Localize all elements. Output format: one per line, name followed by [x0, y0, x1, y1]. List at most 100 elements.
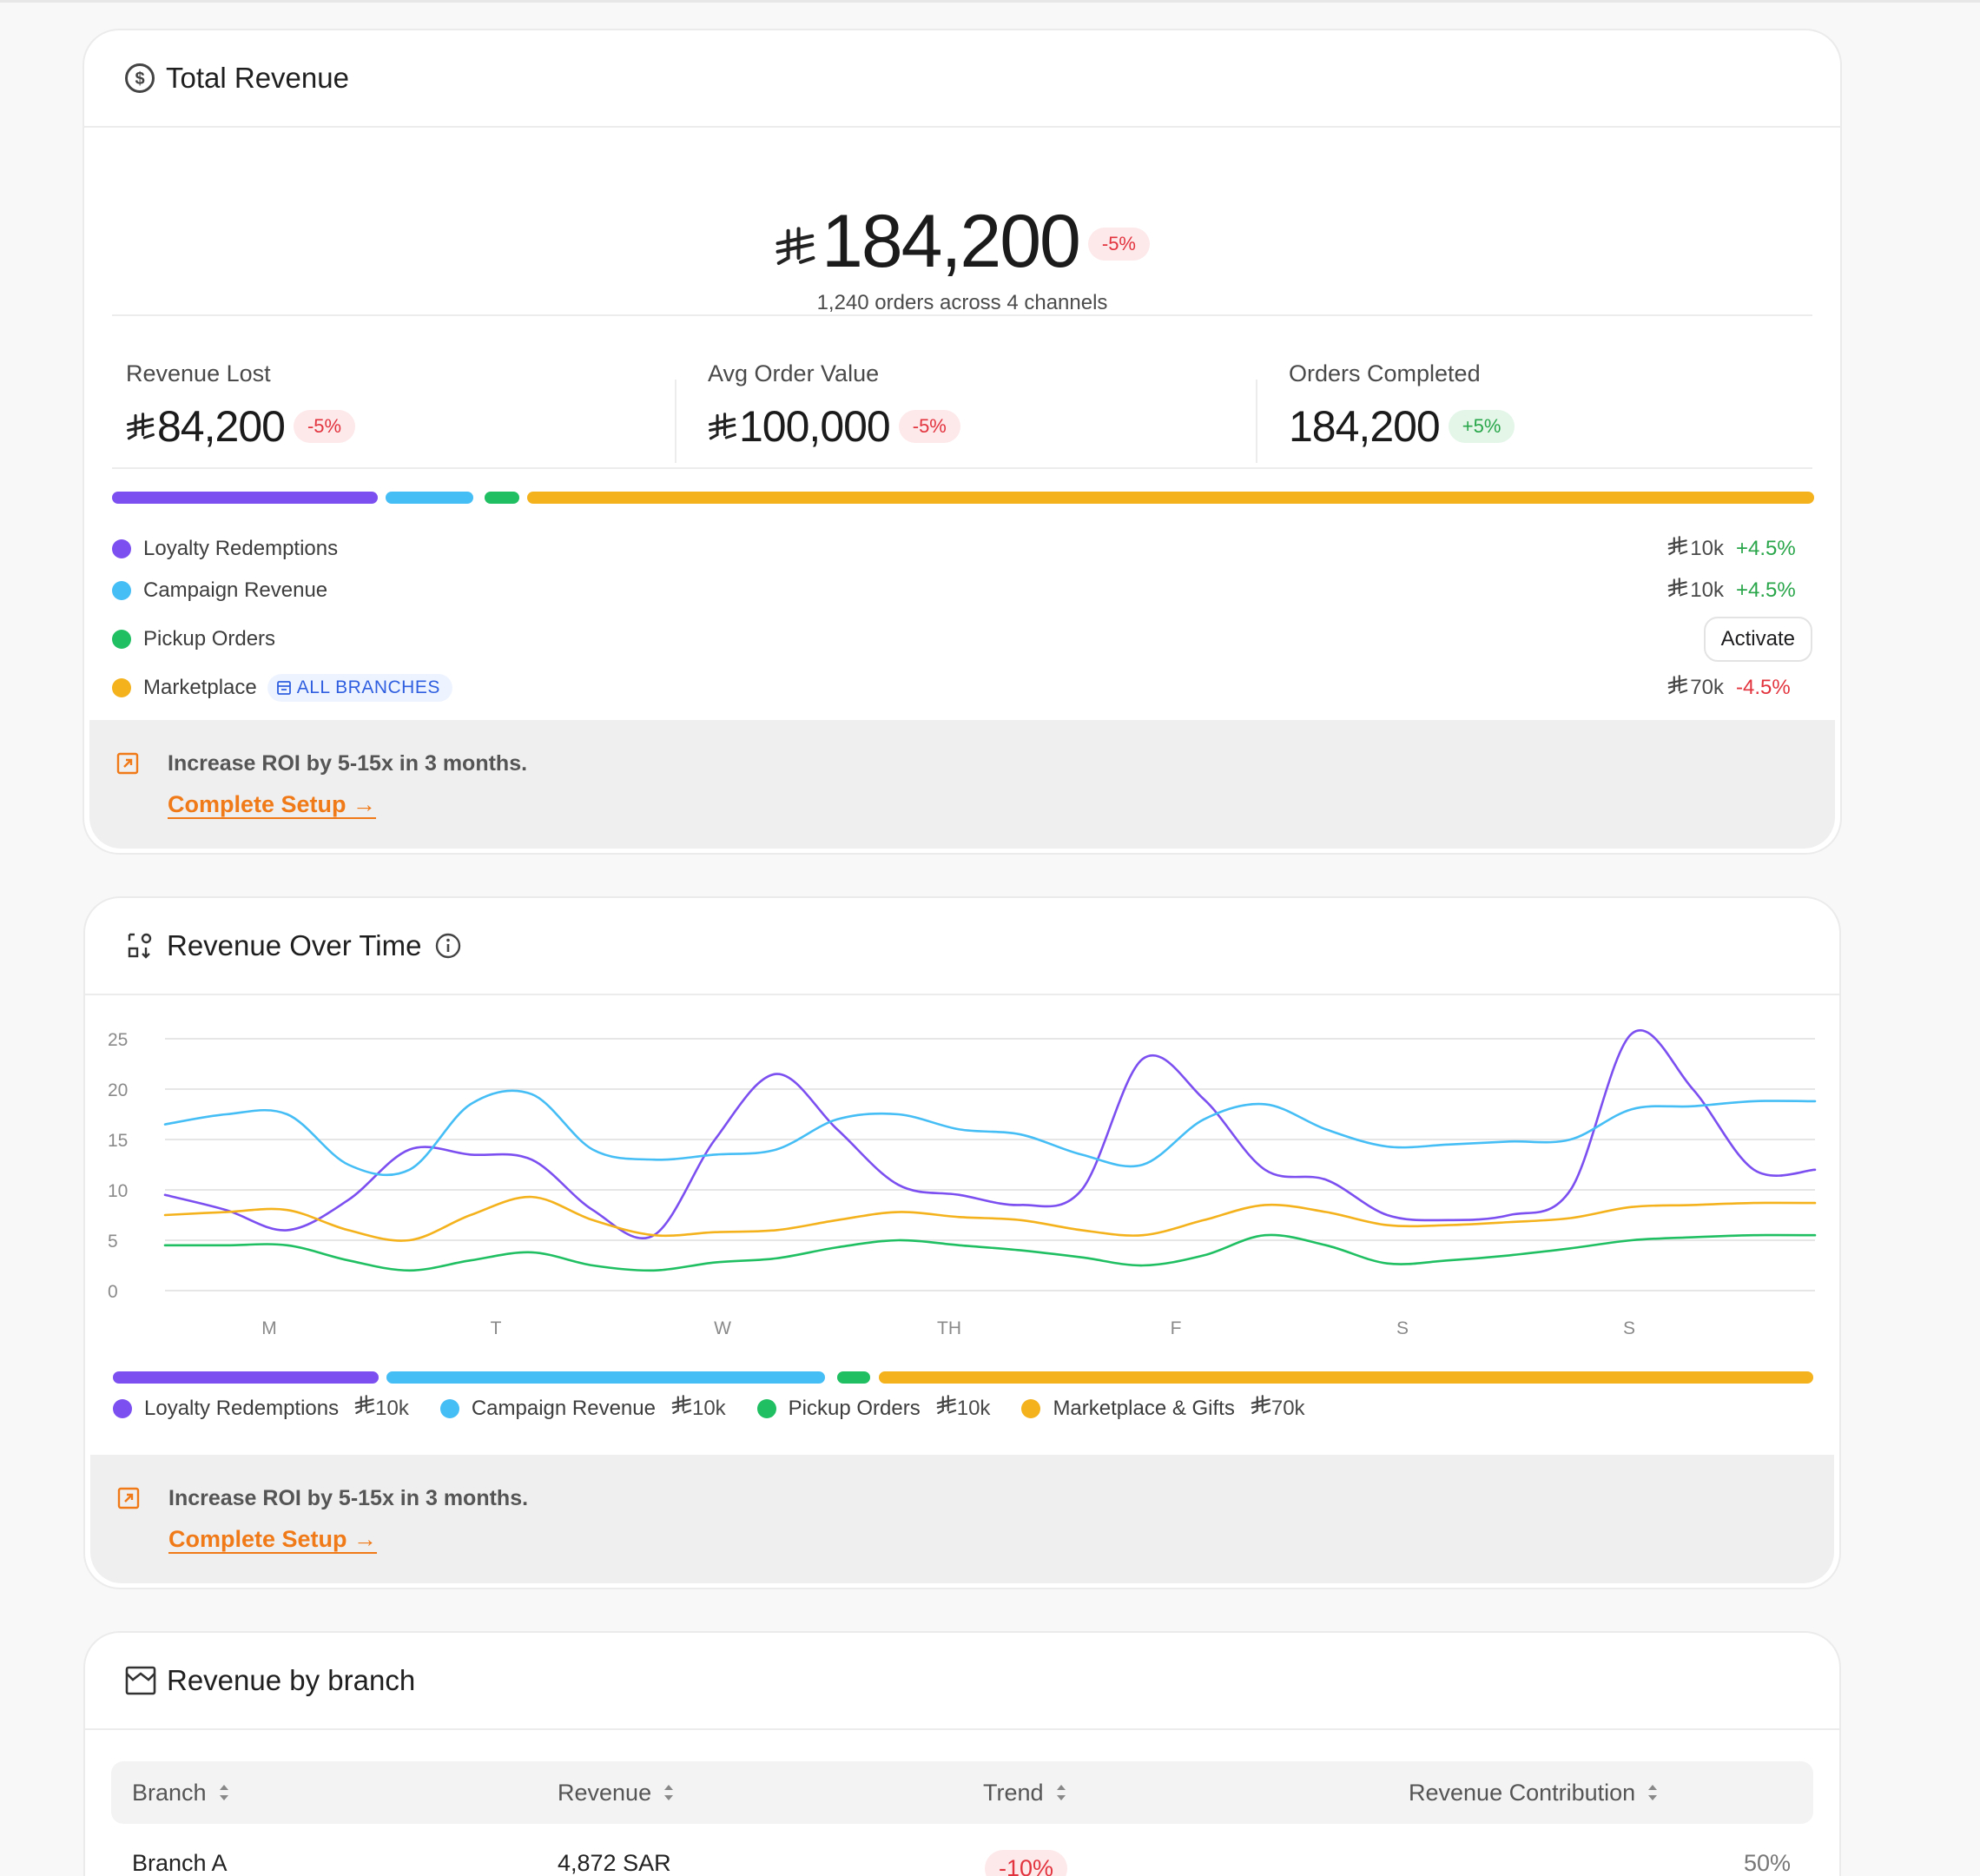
saudi-riyal-icon	[1667, 535, 1688, 563]
metric-change-badge: +5%	[1448, 410, 1515, 443]
metric-revenue-lost: Revenue Lost 84,200 -5%	[126, 360, 356, 451]
revenue-over-time-card: Revenue Over Time 0 5 10 15 20 25 M T W TH F S S Loy…	[83, 896, 1841, 1589]
revenue-line-chart: 0 5 10 15 20 25 M T W TH F S S	[108, 1029, 1817, 1338]
metric-label: Avg Order Value	[708, 360, 880, 386]
channel-amount: 10k	[1690, 537, 1724, 560]
table-row-branch: Branch A	[132, 1850, 228, 1876]
metric-separator	[675, 380, 676, 463]
legend-item-pickup: Pickup Orders 10k	[756, 1395, 990, 1422]
sort-icon	[1646, 1781, 1660, 1804]
channel-change: +4.5%	[1736, 537, 1796, 560]
channel-bar-marketplace	[879, 1371, 1813, 1384]
channel-name: Marketplace	[143, 676, 257, 699]
complete-setup-link[interactable]: Complete Setup →	[168, 791, 377, 817]
channel-amount: 70k	[1690, 676, 1724, 699]
column-label: Trend	[983, 1779, 1044, 1806]
y-tick-label: 0	[108, 1282, 118, 1302]
saudi-riyal-icon	[1667, 674, 1688, 702]
saudi-riyal-icon	[1251, 1395, 1271, 1422]
top-border	[0, 0, 1980, 3]
total-revenue-header: $ Total Revenue	[84, 30, 1840, 128]
legend-dot	[1021, 1398, 1041, 1418]
metric-orders-completed: Orders Completed 184,200 +5%	[1289, 360, 1515, 448]
metric-avg-order-value: Avg Order Value 100,000 -5%	[708, 360, 960, 448]
revenue-by-branch-title: Revenue by branch	[167, 1664, 416, 1696]
chart-legend: Loyalty Redemptions 10k Campaign Revenue…	[113, 1395, 1336, 1422]
metric-label: Revenue Lost	[126, 360, 271, 386]
legend-dot	[756, 1398, 776, 1418]
arrows-swap-icon	[123, 928, 158, 963]
series-line-campaign-revenue	[163, 1089, 1817, 1177]
store-icon	[123, 1663, 158, 1698]
channel-change: +4.5%	[1736, 578, 1796, 602]
metric-value: 84,200	[157, 402, 286, 451]
table-header: Branch Revenue Trend Revenue Contributio…	[111, 1761, 1813, 1824]
external-link-icon	[116, 1486, 141, 1510]
promo-banner: Increase ROI by 5-15x in 3 months. Compl…	[89, 720, 1835, 849]
legend-value: 10k	[375, 1396, 409, 1420]
y-tick-label: 20	[108, 1080, 128, 1100]
channel-name: Pickup Orders	[143, 627, 276, 651]
series-line-marketplace-gifts	[163, 1195, 1817, 1242]
column-header-revenue[interactable]: Revenue	[558, 1761, 676, 1824]
y-tick-label: 15	[108, 1131, 128, 1151]
column-header-branch[interactable]: Branch	[132, 1761, 231, 1824]
channel-name: Loyalty Redemptions	[143, 537, 339, 560]
promo-text: Increase ROI by 5-15x in 3 months.	[168, 1486, 529, 1510]
table-row-revenue: 4,872 SAR	[558, 1850, 671, 1876]
saudi-riyal-icon	[126, 412, 155, 446]
all-branches-tag[interactable]: ALL BRANCHES	[267, 674, 452, 702]
channel-bar-campaign	[386, 492, 473, 504]
legend-item-loyalty: Loyalty Redemptions 10k	[113, 1395, 409, 1422]
column-label: Revenue	[558, 1779, 652, 1806]
revenue-by-branch-header: Revenue by branch	[85, 1633, 1839, 1730]
column-label: Branch	[132, 1779, 207, 1806]
complete-setup-link[interactable]: Complete Setup →	[168, 1526, 378, 1552]
activate-button[interactable]: Activate	[1703, 617, 1812, 662]
column-label: Revenue Contribution	[1409, 1779, 1636, 1806]
info-icon[interactable]	[433, 931, 463, 961]
legend-label: Campaign Revenue	[471, 1396, 656, 1420]
x-tick-label: S	[1396, 1318, 1409, 1338]
saudi-riyal-icon	[1667, 577, 1688, 604]
channel-amount: 10k	[1690, 578, 1724, 602]
divider	[112, 314, 1812, 316]
column-header-contribution[interactable]: Revenue Contribution	[1409, 1761, 1660, 1824]
metric-value: 100,000	[739, 402, 891, 451]
channel-row-pickup: Pickup Orders Activate	[112, 617, 1812, 662]
legend-dot	[112, 678, 131, 697]
legend-item-marketplace: Marketplace & Gifts 70k	[1021, 1395, 1305, 1422]
branch-tag-label: ALL BRANCHES	[296, 677, 440, 697]
legend-dot	[112, 581, 131, 600]
x-tick-label: W	[714, 1318, 731, 1338]
sort-icon	[662, 1781, 676, 1804]
total-revenue-card: $ Total Revenue 184,200 -5% 1,240 orders…	[82, 29, 1842, 855]
series-line-pickup-orders	[163, 1233, 1817, 1272]
legend-dot	[113, 1398, 132, 1418]
series-line-loyalty-redemptions	[163, 1029, 1817, 1240]
legend-label: Pickup Orders	[788, 1396, 921, 1420]
sort-icon	[217, 1781, 231, 1804]
total-revenue-subtitle: 1,240 orders across 4 channels	[816, 291, 1108, 314]
saudi-riyal-icon	[775, 226, 816, 273]
column-header-trend[interactable]: Trend	[983, 1761, 1068, 1824]
y-tick-label: 10	[108, 1181, 128, 1201]
metric-value: 184,200	[1289, 402, 1441, 451]
revenue-over-time-title: Revenue Over Time	[167, 929, 422, 961]
divider	[112, 467, 1812, 469]
channel-bar-campaign	[386, 1371, 825, 1384]
legend-dot	[112, 630, 131, 649]
total-revenue-change-badge: -5%	[1087, 228, 1150, 261]
legend-value: 10k	[691, 1396, 726, 1420]
table-row-trend-badge: -10%	[985, 1850, 1068, 1876]
legend-value: 70k	[1270, 1396, 1305, 1420]
promo-text: Increase ROI by 5-15x in 3 months.	[168, 751, 528, 776]
x-tick-label: T	[491, 1318, 502, 1338]
metric-change-badge: -5%	[293, 410, 356, 443]
channel-bar-pickup	[485, 492, 519, 504]
legend-label: Loyalty Redemptions	[144, 1396, 340, 1420]
metric-separator	[1256, 380, 1257, 463]
channel-row-loyalty: Loyalty Redemptions 10k +4.5%	[112, 532, 1812, 566]
saudi-riyal-icon	[708, 412, 737, 446]
metric-change-badge: -5%	[898, 410, 960, 443]
